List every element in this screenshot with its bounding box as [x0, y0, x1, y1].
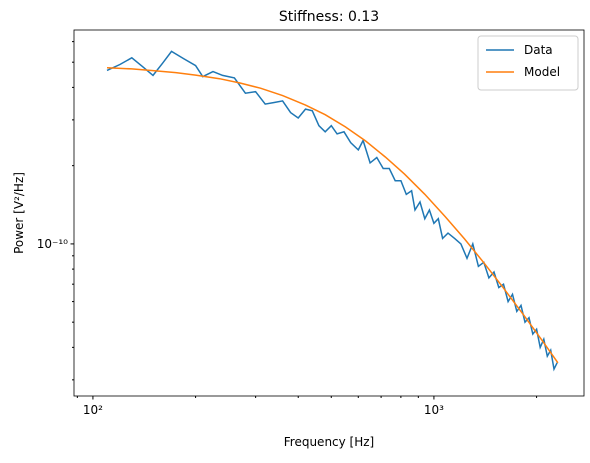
plot-frame [73, 29, 585, 397]
x-axis-label: Frequency [Hz] [284, 435, 375, 449]
legend-label: Data [524, 43, 553, 57]
chart-title: Stiffness: 0.13 [279, 9, 379, 25]
series-line [106, 67, 559, 364]
x-tick-label: 10² [83, 403, 103, 417]
legend-label: Model [524, 65, 560, 79]
x-tick-label: 10³ [424, 403, 444, 417]
y-axis-label: Power [V²/Hz] [12, 172, 26, 254]
series-line [106, 50, 558, 372]
y-tick-label: 10⁻¹⁰ [37, 237, 68, 251]
